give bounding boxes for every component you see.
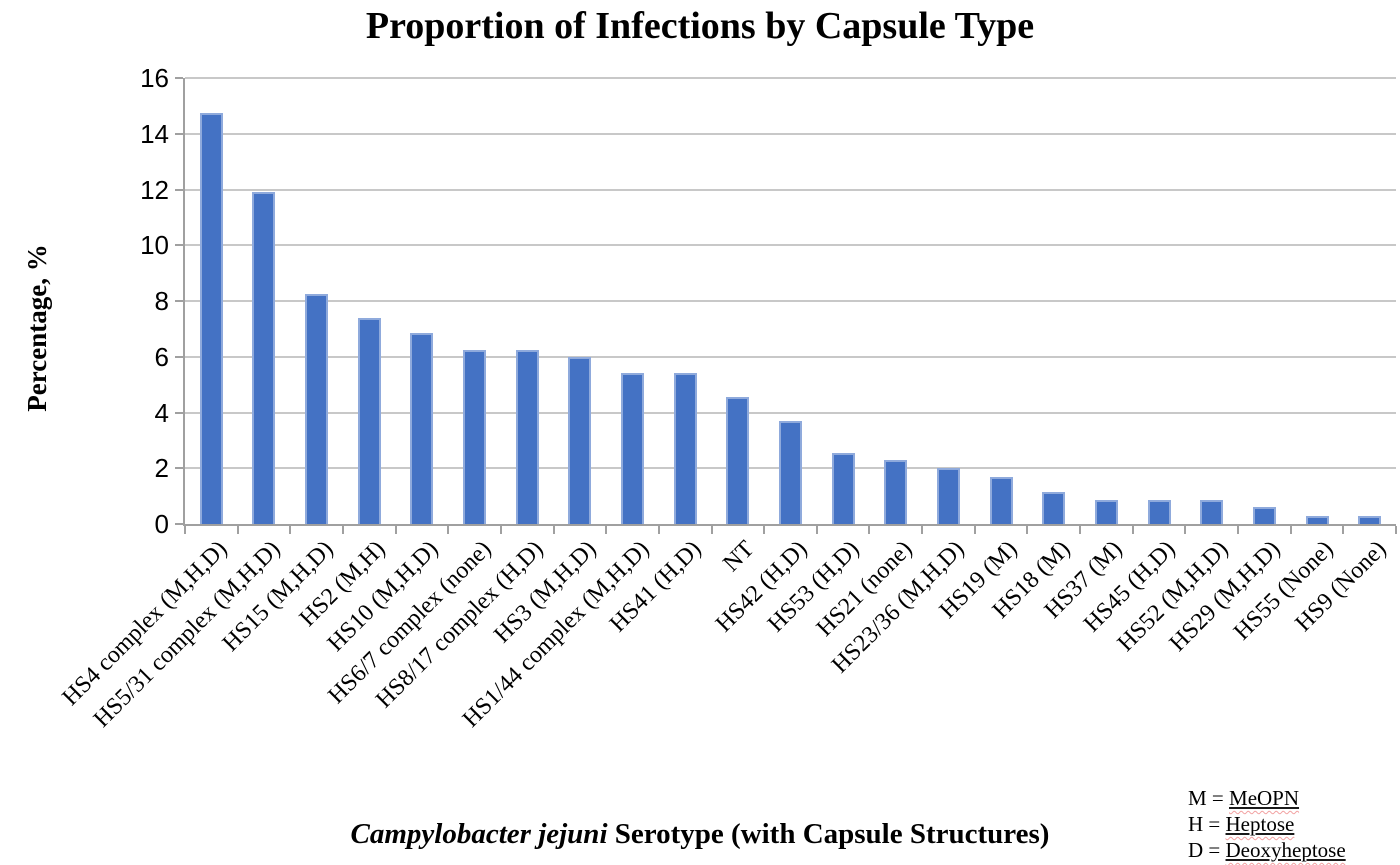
y-tick-label: 14 [140,118,169,149]
bar [199,112,223,524]
legend-prefix: M = [1188,786,1230,810]
legend-item-deoxyheptose: D = Deoxyheptose [1188,837,1346,863]
x-axis-title: Campylobacter jejuni Serotype (with Caps… [0,818,1400,851]
x-axis-tick [1342,526,1345,534]
gridline [185,411,1396,414]
bar [410,333,434,524]
x-axis-tick [184,526,186,534]
x-axis-tick [1395,526,1397,534]
bar [1042,491,1066,524]
legend-term: MeOPN [1229,786,1300,810]
bar [1147,500,1171,524]
bar [568,356,592,524]
legend-prefix: D = [1188,838,1226,862]
y-axis-tick [175,300,183,302]
bar [252,192,276,524]
y-axis-tick [175,411,183,414]
x-axis-tick [921,526,924,534]
bar [621,373,645,524]
y-tick-label: 16 [140,63,169,93]
plot-area [175,77,1397,534]
x-axis-tick [341,526,344,534]
y-tick-label: 6 [154,341,169,372]
y-axis-line [183,78,185,524]
gridline [185,188,1396,191]
bar [1094,500,1118,524]
y-axis-tick [175,188,183,191]
gridline [185,355,1396,358]
y-axis-title: Percentage, % [22,244,52,412]
x-axis-tick [289,526,292,534]
x-axis-tick [657,526,660,534]
bar [515,349,539,524]
gridline [185,300,1396,302]
capsule-structure-legend: M = MeOPN H = Heptose D = Deoxyheptose [1188,785,1346,863]
y-axis-tick [175,77,183,79]
y-tick-label: 8 [154,286,169,316]
y-axis-tick [175,467,183,470]
chart-title: Proportion of Infections by Capsule Type [365,5,1035,47]
bar [1200,500,1224,524]
y-tick-label: 4 [154,397,169,428]
y-tick-label: 2 [154,453,169,484]
y-tick-label: 0 [154,509,169,539]
x-axis-tick [1079,526,1082,534]
bar [884,459,908,524]
legend-term: Heptose [1225,812,1295,836]
x-axis-tick [236,526,239,534]
x-axis-tick [1237,526,1240,534]
bar [673,373,697,524]
x-axis-tick [815,526,818,534]
x-axis-tick [868,526,871,534]
y-tick-label: 10 [140,230,169,261]
x-axis-tick [605,526,608,534]
y-tick-label: 12 [140,174,169,205]
y-axis-tick [175,355,183,358]
x-axis-line [183,524,1396,526]
x-axis-tick [763,526,766,534]
legend-item-meopn: M = MeOPN [1188,785,1346,811]
gridline [185,244,1396,247]
legend-item-heptose: H = Heptose [1188,811,1346,837]
bar [1252,507,1276,524]
bar [831,452,855,524]
x-axis-tick [447,526,450,534]
x-axis-tick [710,526,713,534]
x-axis-tick [973,526,976,534]
gridline [185,77,1396,79]
x-axis-tick [1184,526,1187,534]
bar [989,476,1013,524]
bar [463,349,487,524]
legend-prefix: H = [1188,812,1226,836]
y-axis-tick [175,244,183,247]
bar [779,420,802,524]
bar [726,397,750,524]
x-axis-title-rest: Serotype (with Capsule Structures) [607,818,1050,850]
legend-term: Deoxyheptose [1225,838,1346,862]
x-axis-tick [1131,526,1134,534]
y-axis-tick [175,132,183,135]
x-axis-tick [394,526,397,534]
x-axis-tick [552,526,555,534]
bar [1358,515,1382,524]
bar [936,468,960,524]
bar [305,294,329,524]
x-axis-tick [1289,526,1292,534]
gridline [185,132,1396,135]
bar [357,317,381,524]
bar [1305,515,1329,524]
x-axis-title-species: Campylobacter jejuni [350,818,608,850]
x-axis-tick [499,526,502,534]
y-axis-tick [175,523,183,525]
x-axis-tick [1026,526,1029,534]
